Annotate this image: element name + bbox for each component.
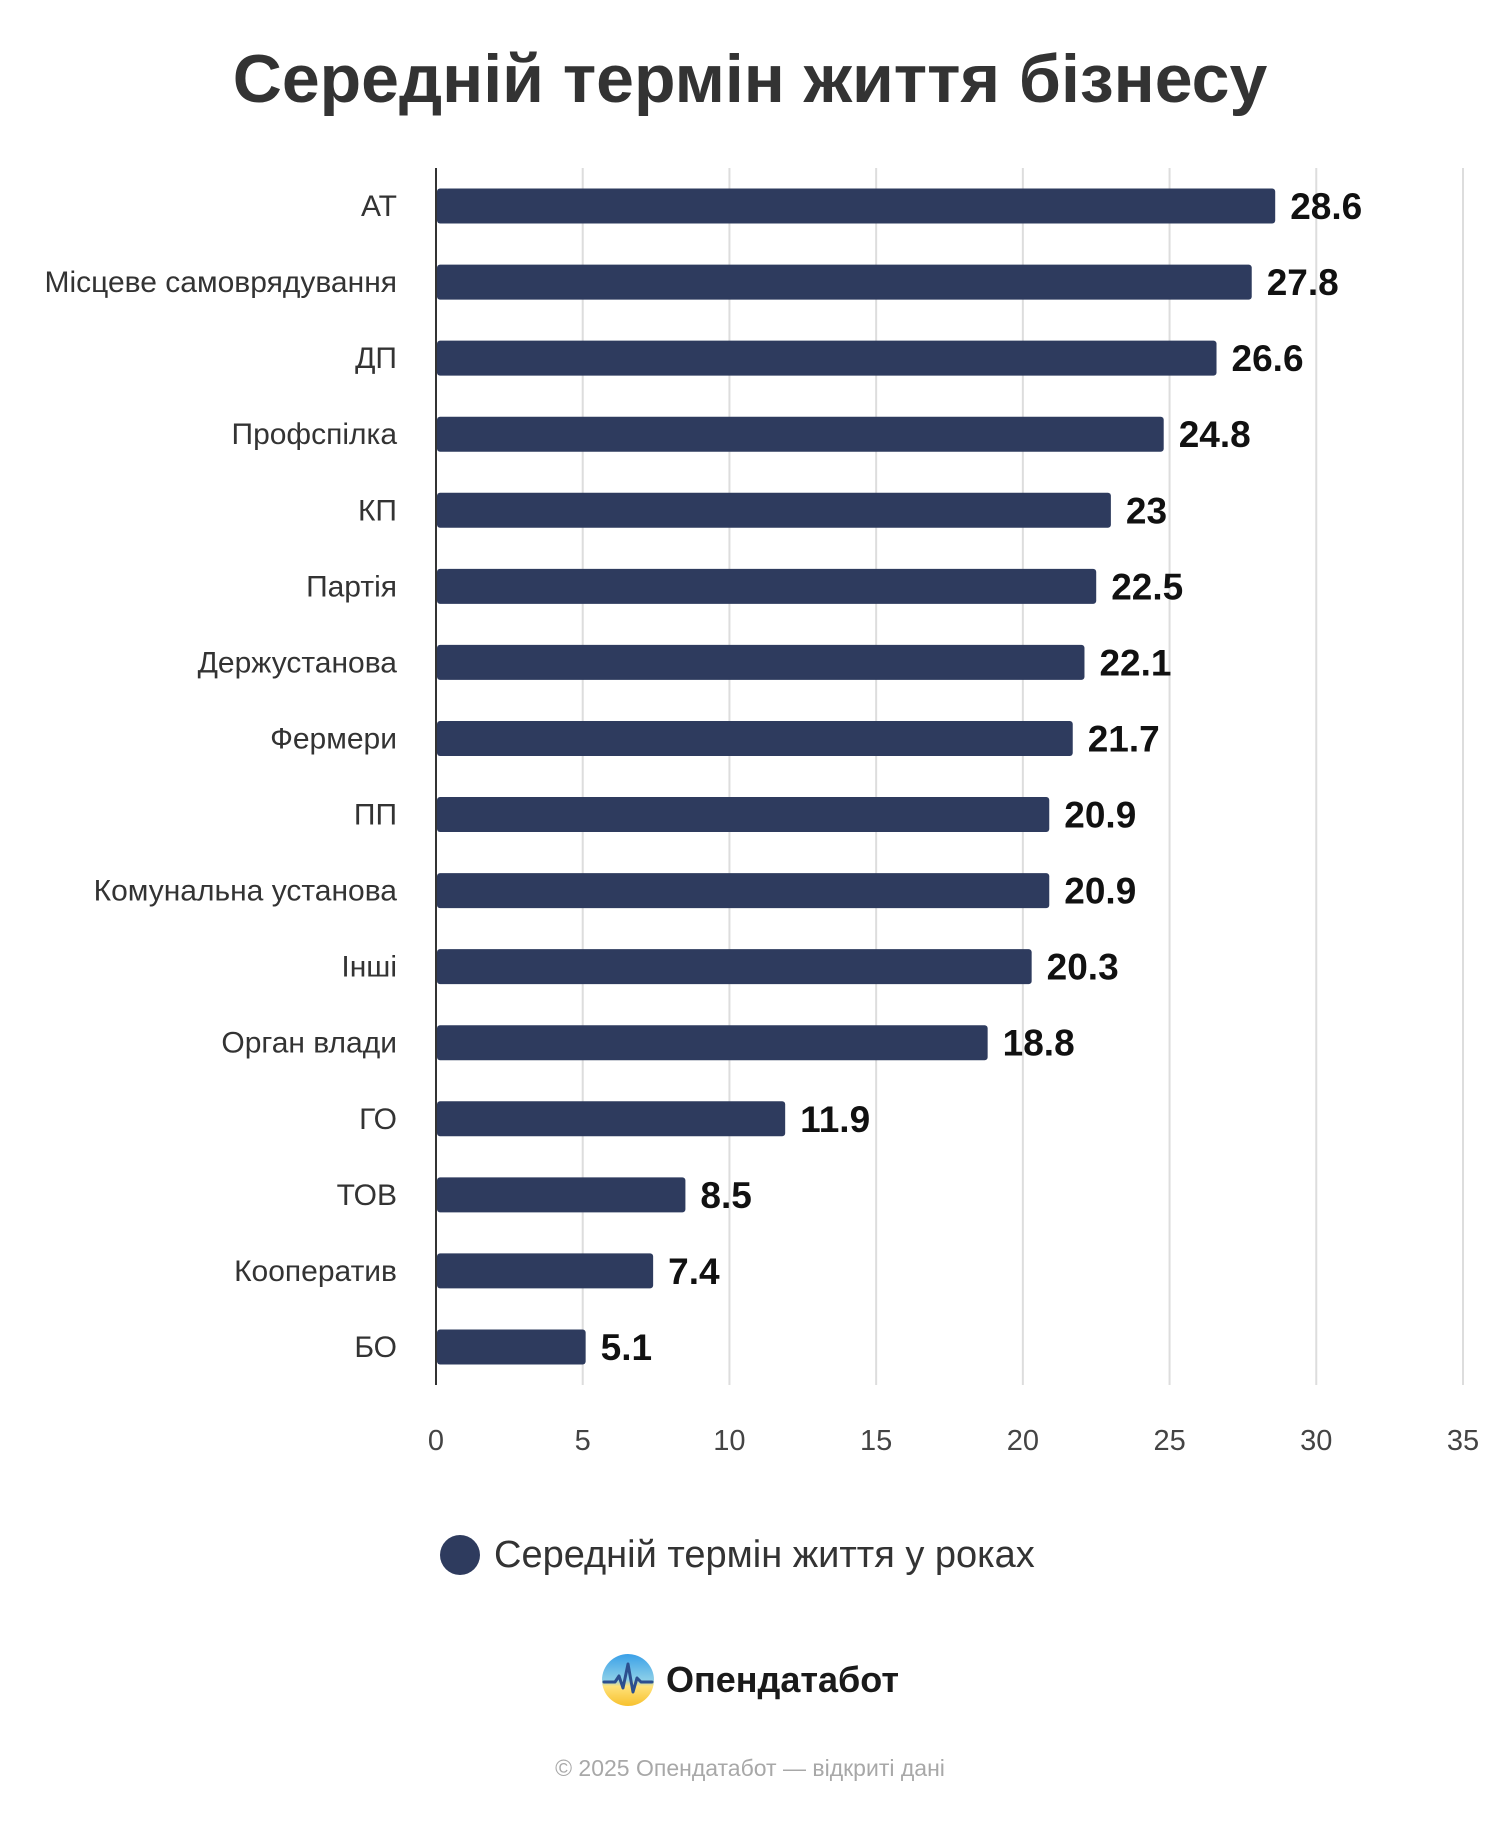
copyright: © 2025 Опендатабот — відкриті дані [555, 1755, 945, 1781]
data-label: 28.6 [1290, 186, 1362, 227]
data-label: 26.6 [1232, 338, 1304, 379]
category-labels: АТ Місцеве самоврядування ДП Профспілка КП Па… [45, 190, 398, 1364]
category-label: Місцеве самоврядування [45, 266, 398, 299]
bar[interactable] [437, 1177, 686, 1213]
legend-swatch [440, 1535, 480, 1575]
x-tick-label: 25 [1153, 1425, 1185, 1457]
category-label: КП [358, 494, 397, 527]
data-label: 11.9 [800, 1099, 870, 1140]
bar[interactable] [437, 797, 1050, 833]
bars [437, 188, 1276, 1365]
bar[interactable] [437, 1101, 786, 1137]
category-label: Комунальна установа [94, 875, 398, 908]
category-label: Кооператив [234, 1255, 397, 1288]
bar-chart: АТ Місцеве самоврядування ДП Профспілка КП Па… [45, 168, 1479, 1457]
data-label: 18.8 [1003, 1023, 1075, 1064]
category-label: Інші [341, 951, 397, 984]
data-label: 8.5 [700, 1175, 751, 1216]
category-label: Партія [306, 570, 397, 603]
category-label: ТОВ [337, 1179, 397, 1212]
category-label: ДП [355, 342, 397, 375]
bar[interactable] [437, 492, 1111, 528]
data-label: 24.8 [1179, 414, 1251, 455]
bar[interactable] [437, 949, 1032, 985]
x-tick-label: 10 [713, 1425, 745, 1457]
bar[interactable] [437, 873, 1050, 909]
bar[interactable] [437, 1025, 988, 1061]
x-tick-label: 5 [575, 1425, 591, 1457]
brand: Опендатабот [600, 1650, 899, 1710]
category-label: Держустанова [198, 646, 398, 679]
x-tick-label: 20 [1007, 1425, 1039, 1457]
category-label: ПП [354, 799, 397, 832]
x-tick-label: 0 [428, 1425, 444, 1457]
category-label: Фермери [270, 722, 397, 755]
bar[interactable] [437, 1253, 654, 1289]
opendatabot-logo-icon [602, 1654, 654, 1706]
data-labels: 28.6 27.8 26.6 24.8 23 22.5 22.1 21.7 20.9 20.9 20… [601, 186, 1363, 1368]
bar[interactable] [437, 1329, 586, 1365]
data-label: 22.5 [1111, 566, 1183, 607]
x-tick-label: 30 [1300, 1425, 1332, 1457]
category-label: Орган влади [221, 1027, 397, 1060]
data-label: 22.1 [1099, 642, 1171, 683]
data-label: 23 [1126, 490, 1167, 531]
bar[interactable] [437, 264, 1252, 300]
page-title: Середній термін життя бізнесу [232, 41, 1268, 117]
category-label: Профспілка [232, 418, 398, 451]
data-label: 20.3 [1047, 947, 1119, 988]
bar[interactable] [437, 188, 1276, 224]
data-label: 21.7 [1088, 718, 1160, 759]
category-label: БО [354, 1331, 397, 1364]
legend-label: Середній термін життя у роках [494, 1533, 1035, 1576]
x-tick-label: 35 [1447, 1425, 1479, 1457]
data-label: 27.8 [1267, 262, 1339, 303]
data-label: 20.9 [1064, 795, 1136, 836]
x-tick-label: 15 [860, 1425, 892, 1457]
data-label: 5.1 [601, 1327, 652, 1368]
brand-name: Опендатабот [666, 1659, 899, 1700]
category-label: АТ [361, 190, 397, 223]
legend[interactable]: Середній термін життя у роках [440, 1525, 1035, 1585]
bar[interactable] [437, 416, 1164, 452]
data-label: 7.4 [668, 1251, 720, 1292]
category-label: ГО [359, 1103, 397, 1136]
bar[interactable] [437, 340, 1217, 376]
bar[interactable] [437, 644, 1085, 680]
x-axis-ticks: 0 5 10 15 20 25 30 35 [428, 1425, 1479, 1457]
data-label: 20.9 [1064, 871, 1136, 912]
bar[interactable] [437, 720, 1073, 756]
bar[interactable] [437, 568, 1097, 604]
